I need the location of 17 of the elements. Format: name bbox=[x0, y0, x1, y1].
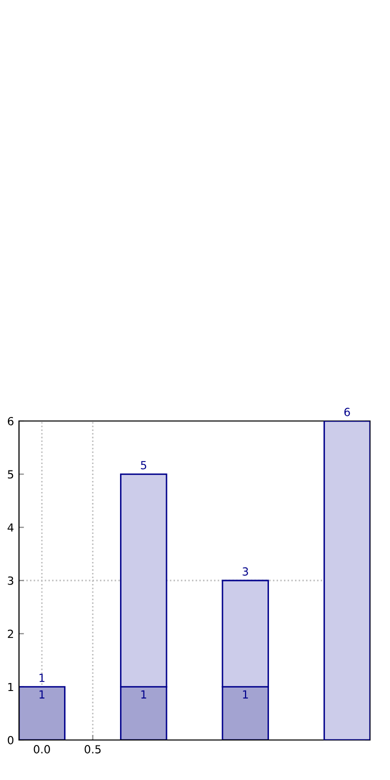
y-tick-label: 0 bbox=[8, 736, 14, 744]
total-label: 3 bbox=[242, 567, 248, 576]
data-label: 1 bbox=[243, 690, 248, 698]
y-tick-label: 3 bbox=[8, 576, 14, 585]
total-label: 5 bbox=[140, 461, 146, 470]
data-label: 1 bbox=[40, 690, 44, 698]
y-tick-label: 5 bbox=[8, 470, 14, 479]
x-tick-label: 0.0 bbox=[34, 745, 50, 754]
total-label: 1 bbox=[40, 674, 44, 682]
y-tick-label: 1 bbox=[8, 682, 14, 692]
y-tick-label: 6 bbox=[8, 416, 14, 426]
data-label: 1 bbox=[141, 690, 146, 698]
y-tick-label: 4 bbox=[8, 523, 14, 532]
y-tick-label: 2 bbox=[8, 630, 14, 638]
total-label: 6 bbox=[344, 408, 350, 416]
x-tick-label: 0.5 bbox=[84, 745, 101, 754]
bar bbox=[19, 686, 66, 740]
